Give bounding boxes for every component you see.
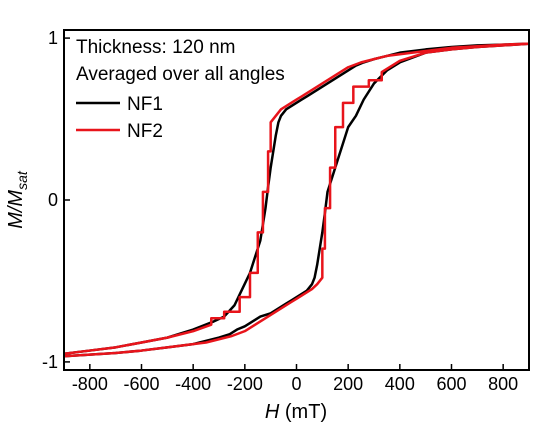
x-tick-label: 0 [291,374,301,394]
x-tick-label: -400 [175,374,211,394]
y-tick-label: -1 [42,352,58,372]
annotation-thickness: Thickness: 120 nm [76,37,235,58]
legend: NF1 NF2 [76,94,163,142]
ticks-layer: -800 -600 -400 -200 0 200 400 600 800 -1 0 1 [42,28,518,394]
y-axis-label: M/Msat [5,170,30,229]
x-tick-label: 400 [385,374,415,394]
x-tick-label: -600 [123,374,159,394]
y-tick-label: 0 [48,190,58,210]
y-axis-label-main: M/M [5,190,27,229]
annotation-averaged: Averaged over all angles [76,64,285,85]
x-tick-label: -200 [227,374,263,394]
series-line-nf1 [64,42,529,358]
x-tick-label: 600 [436,374,466,394]
x-axis-label-var: H [265,401,280,423]
x-tick-label: 200 [333,374,363,394]
series-line-nf2 [64,42,529,358]
y-tick-label: 1 [48,28,58,48]
x-axis-label: H (mT) [265,401,327,423]
legend-label-nf2: NF2 [127,121,163,142]
x-tick-label: 800 [488,374,518,394]
x-axis-label-unit: (mT) [279,401,327,423]
x-tick-label: -800 [72,374,108,394]
legend-label-nf1: NF1 [127,94,163,115]
series-layer [64,42,529,358]
y-axis-label-sub: sat [14,170,30,190]
